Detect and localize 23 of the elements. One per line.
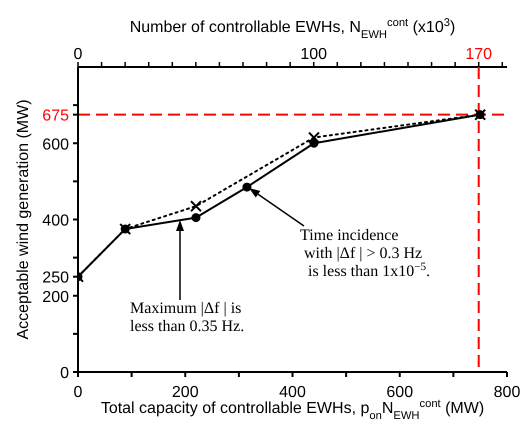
- x-tick-label: 400: [279, 384, 306, 401]
- y-axis-title: Acceptable wind generation (MW): [15, 99, 32, 340]
- y-tick-label: 600: [42, 136, 70, 154]
- point: [308, 132, 320, 144]
- y-tick-label: 200: [42, 288, 70, 306]
- annotation: Maximum |Δf | is less than 0.35 Hz.: [130, 300, 244, 335]
- point: [242, 182, 252, 192]
- x-axis-title: Total capacity of controllable EWHs, p$_{on}$N$_{EWH}$$^{cont}$ (MW): [100, 398, 484, 422]
- y-tick-label: 0: [60, 365, 70, 382]
- x2-tick-label: 0: [74, 46, 83, 63]
- annotation: Time incidence with |Δf | > 0.3 Hz is less than 1x10$^{−5}$.: [300, 227, 430, 280]
- x2-tick-label: 170: [465, 46, 492, 63]
- x-tick-label: 600: [386, 384, 414, 401]
- x-tick-label: 200: [172, 384, 199, 401]
- x-tick-label: 800: [494, 384, 520, 401]
- y-tick-label: 400: [42, 212, 70, 230]
- x2-axis-title: Number of controllable EWHs, N$_{EWH}$$^{cont}$ (x10$^{3}$): [130, 17, 456, 41]
- point: [191, 213, 200, 222]
- point: [190, 200, 202, 212]
- x2-tick-label: 100: [300, 46, 328, 63]
- x-tick-label: 0: [74, 384, 83, 401]
- y-tick-label: 675: [42, 108, 70, 125]
- y-tick-label: 250: [42, 270, 70, 287]
